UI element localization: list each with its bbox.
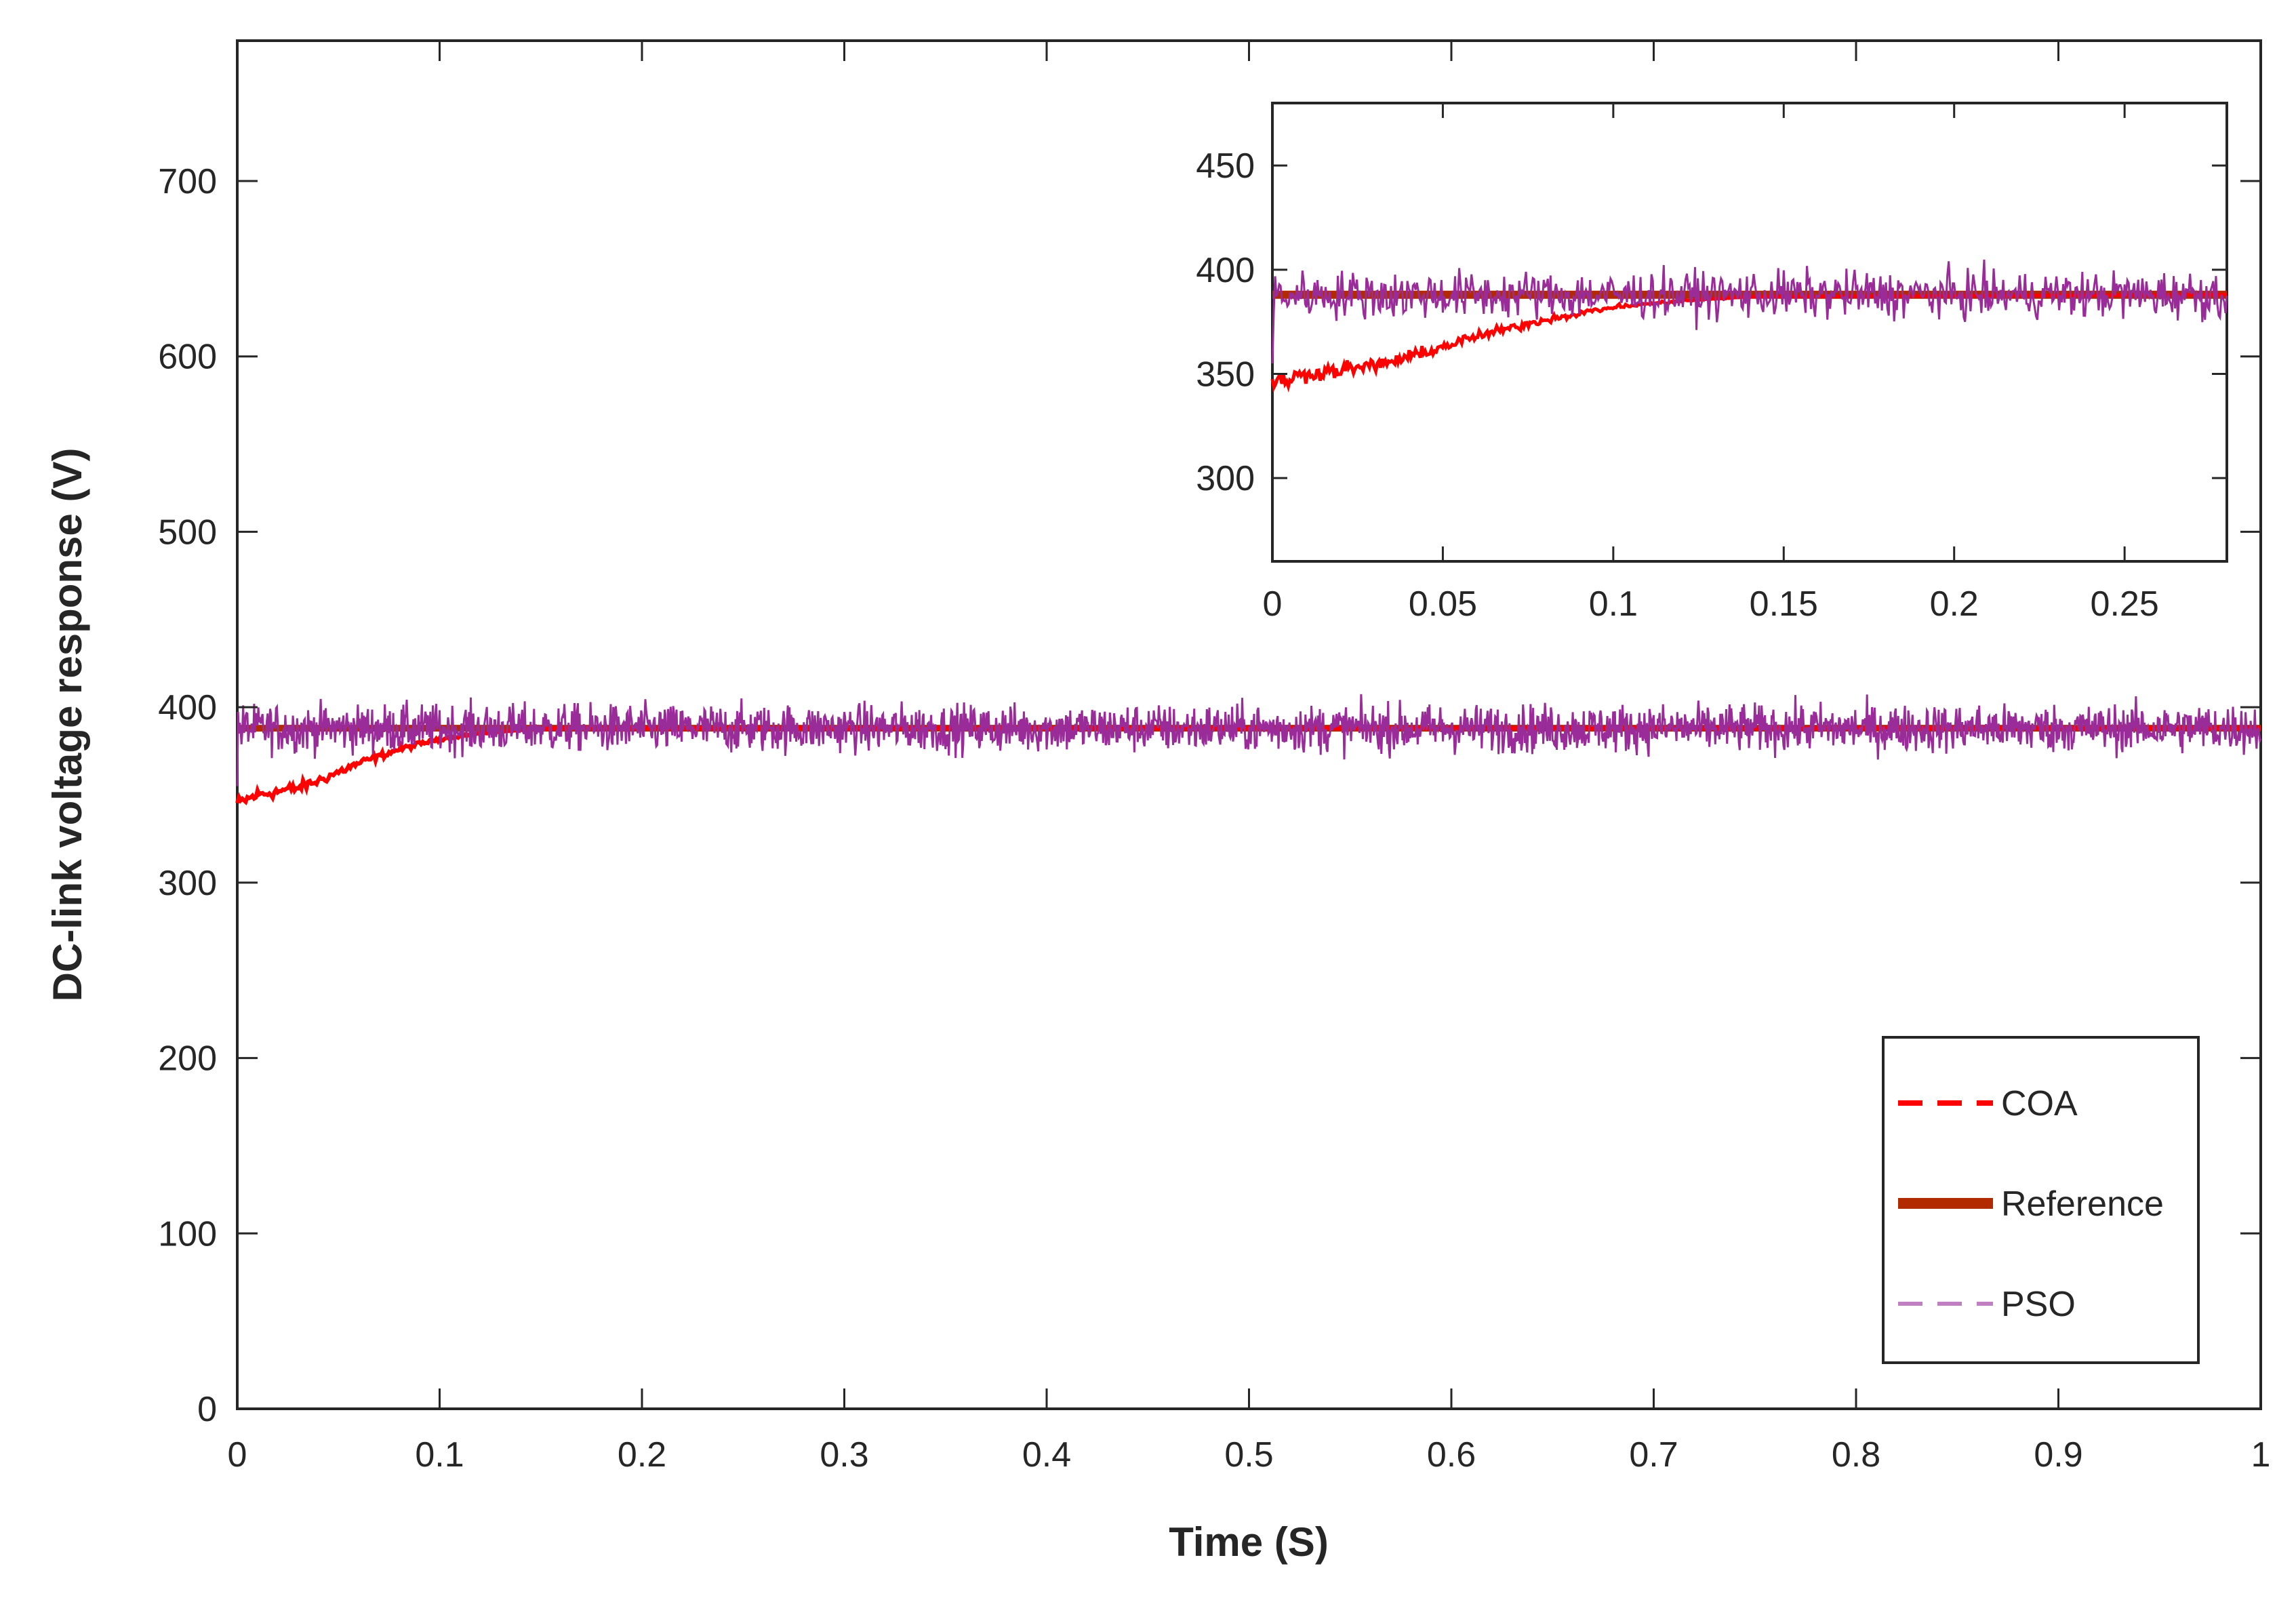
inset-plot: 0 0.05 0.1 0.15 0.2 0.25 300 350 400 450 (1196, 102, 2228, 624)
main-x-tick-label: 0 (228, 1435, 247, 1475)
main-x-tick-label: 0.5 (1224, 1435, 1273, 1475)
inset-y-tick-labels: 300 350 400 450 (1196, 146, 1255, 498)
main-x-tick-label: 0.4 (1022, 1435, 1071, 1475)
main-x-tick-label: 0.2 (618, 1435, 666, 1475)
legend: COA Reference PSO (1882, 1036, 2200, 1364)
main-y-tick-label: 100 (158, 1214, 217, 1254)
inset-x-tick-label: 0.25 (2091, 584, 2159, 624)
inset-y-tick-label: 450 (1196, 146, 1255, 186)
main-series-group (235, 694, 2262, 805)
inset-plot-frame (1271, 102, 2228, 563)
main-x-tick-label: 1 (2251, 1435, 2271, 1475)
inset-ticks-group (1271, 103, 2227, 561)
main-x-tick-label: 0.1 (415, 1435, 464, 1475)
main-ticks-group (236, 41, 2262, 1410)
main-x-tick-label: 0.7 (1629, 1435, 1678, 1475)
main-y-tick-labels: 0 100 200 300 400 500 600 700 (158, 162, 217, 1429)
inset-x-tick-label: 0.05 (1409, 584, 1477, 624)
main-y-tick-label: 400 (158, 688, 217, 727)
main-x-tick-labels: 0 0.1 0.2 0.3 0.4 0.5 0.6 0.7 0.8 0.9 1 (228, 1435, 2271, 1475)
main-x-tick-label: 0.3 (820, 1435, 868, 1475)
inset-series-pso (1271, 259, 2228, 364)
main-x-tick-label: 0.8 (1832, 1435, 1880, 1475)
main-y-tick-label: 200 (158, 1039, 217, 1079)
inset-x-tick-label: 0.1 (1589, 584, 1638, 624)
main-y-tick-label: 300 (158, 864, 217, 903)
inset-x-tick-labels: 0 0.05 0.1 0.15 0.2 0.25 (1263, 584, 2159, 624)
x-axis-title: Time (S) (1169, 1519, 1329, 1565)
inset-x-tick-label: 0.15 (1750, 584, 1818, 624)
inset-y-tick-label: 300 (1196, 459, 1255, 498)
inset-y-tick-label: 350 (1196, 355, 1255, 394)
legend-label-coa: COA (2001, 1084, 2078, 1123)
main-x-tick-label: 0.6 (1427, 1435, 1476, 1475)
main-y-tick-label: 600 (158, 338, 217, 377)
inset-x-tick-label: 0.2 (1930, 584, 1979, 624)
main-y-tick-label: 0 (197, 1390, 217, 1429)
y-axis-title: DC-link voltage response (V) (45, 448, 90, 1002)
inset-y-tick-label: 400 (1196, 251, 1255, 290)
main-x-tick-label: 0.9 (2034, 1435, 2082, 1475)
legend-label-reference: Reference (2001, 1184, 2164, 1224)
main-y-tick-label: 500 (158, 513, 217, 552)
inset-series-group (1270, 259, 2228, 393)
main-series-pso (236, 694, 2262, 786)
legend-label-pso: PSO (2001, 1285, 2076, 1324)
main-y-tick-label: 700 (158, 162, 217, 201)
inset-x-tick-label: 0 (1263, 584, 1283, 624)
